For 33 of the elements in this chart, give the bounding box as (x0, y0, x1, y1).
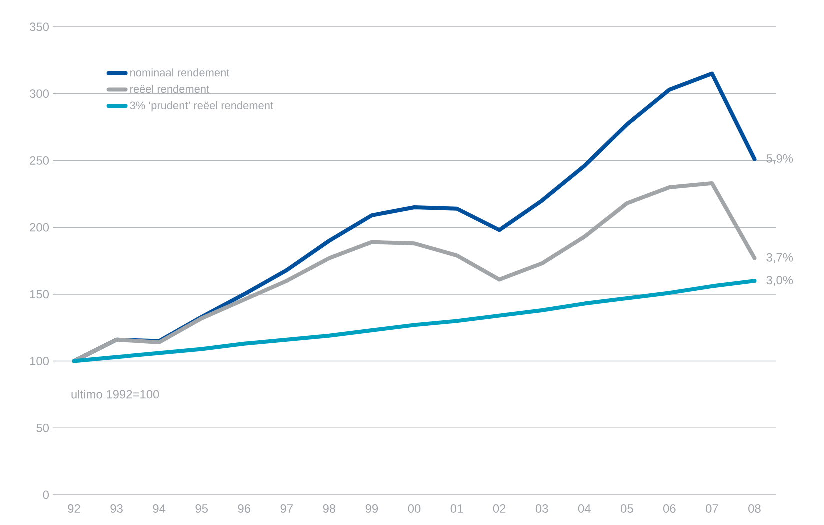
y-tick-label: 100 (30, 357, 50, 366)
y-tick-label: 150 (30, 290, 50, 299)
x-tick-label: 03 (536, 504, 548, 513)
x-tick-label: 07 (706, 504, 718, 513)
y-tick-label: 200 (30, 223, 50, 232)
x-tick-label: 92 (68, 504, 80, 513)
y-tick-label: 50 (36, 424, 50, 432)
x-tick-label: 95 (196, 504, 208, 513)
x-tick-label: 05 (620, 504, 634, 513)
x-tick-label: 06 (664, 504, 676, 513)
annotation: 5,9% (766, 154, 794, 164)
legend-label: 3% ‘prudent’ reëel rendement (130, 101, 274, 112)
annotation: 3,7% (766, 253, 794, 264)
x-tick-label: 97 (280, 504, 293, 513)
x-tick-label: 93 (110, 504, 123, 513)
annotation: ultimo 1992=100 (72, 390, 160, 399)
y-tick-label: 300 (30, 90, 50, 98)
y-tick-label: 250 (30, 156, 50, 165)
x-tick-label: 01 (450, 504, 464, 513)
legend-label: nominaal rendement (130, 68, 230, 77)
x-tick-label: 99 (366, 504, 378, 513)
y-tick-label: 350 (30, 22, 50, 32)
x-tick-label: 96 (238, 504, 251, 513)
line-series (72, 181, 757, 364)
annotation: 3,0% (766, 276, 794, 286)
legend-label: reëel rendement (130, 85, 210, 94)
y-tick-label: 0 (43, 490, 50, 500)
x-tick-label: 00 (408, 504, 421, 513)
x-tick-label: 98 (323, 504, 336, 513)
x-tick-label: 94 (153, 504, 166, 513)
x-tick-label: 08 (748, 504, 761, 513)
x-tick-label: 04 (578, 504, 591, 513)
x-tick-label: 02 (493, 504, 506, 513)
